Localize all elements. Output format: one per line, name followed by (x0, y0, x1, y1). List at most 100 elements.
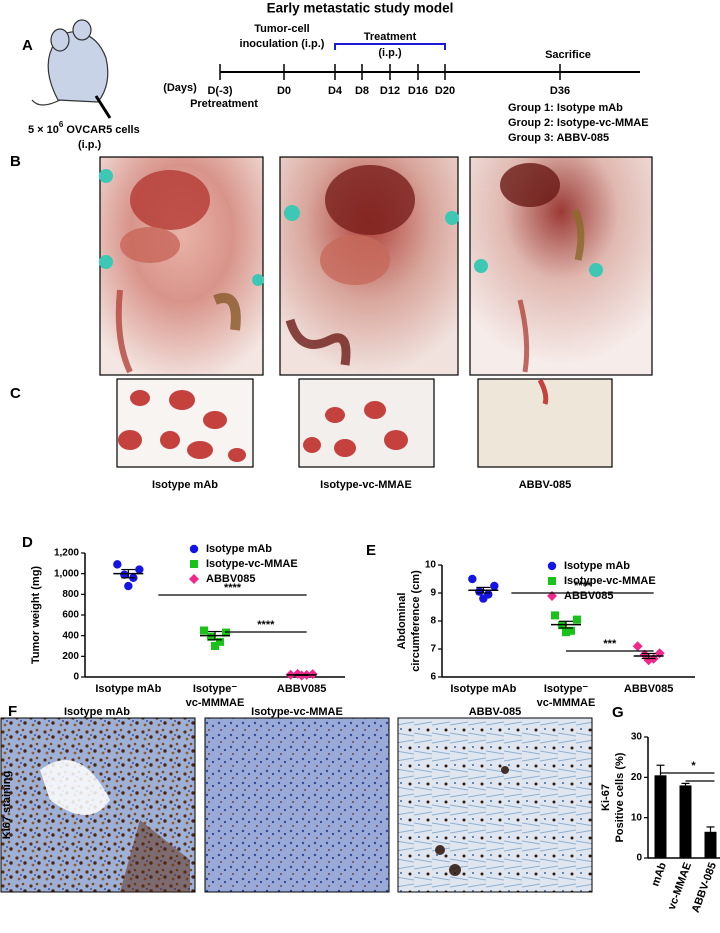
y-axis-label: circumference (cm) (410, 570, 422, 672)
figure-title: Early metastatic study model (267, 1, 454, 16)
bar (704, 831, 717, 858)
y-tick-label: 600 (62, 610, 79, 621)
panel-label: B (10, 153, 21, 170)
data-point (479, 594, 488, 603)
panel-label: C (10, 385, 21, 402)
cell-count: 5 × 106 OVCAR5 cells (28, 120, 140, 136)
x-tick-label: Isotype mAb (95, 683, 161, 695)
panel-label: F (8, 703, 17, 720)
y-axis-label: Abdominal (396, 593, 408, 650)
histology-label: Isotype mAb (64, 706, 130, 718)
y-tick-label: 30 (631, 732, 643, 743)
timeline-tick-label: D20 (435, 85, 455, 97)
x-tick-label: vc-MMMAE (537, 697, 596, 709)
timeline-event: Sacrifice (545, 49, 591, 61)
legend-marker (189, 574, 199, 584)
significance-label: **** (574, 580, 592, 592)
data-point (135, 565, 144, 574)
clips (99, 169, 603, 286)
timeline-tick-label: D4 (328, 85, 343, 97)
bar (679, 785, 692, 858)
timeline-event: Treatment (364, 31, 417, 43)
histology-label: ABBV-085 (469, 706, 522, 718)
organ-shapes (115, 163, 585, 374)
data-point (632, 641, 643, 652)
timeline-tick-label: D(-3) (207, 85, 232, 97)
data-point (573, 615, 581, 624)
data-point (207, 632, 215, 641)
data-point (562, 628, 570, 637)
treatment-bracket (334, 43, 446, 50)
legend-label: Isotype-vc-MMAE (564, 575, 656, 587)
y-tick-label: 0 (73, 672, 79, 683)
x-tick-label: ABBV085 (277, 683, 327, 695)
bar (654, 775, 667, 858)
y-tick-label: 0 (636, 853, 642, 864)
timeline-ticks: D(-3) D0 D4 D8 D12 D16 D20 D36 (207, 64, 570, 97)
group-label: Group 2: Isotype-vc-MMAE (508, 117, 649, 129)
x-tick-label: vc-MMMAE (186, 697, 245, 709)
x-tick-label: ABBV085 (624, 683, 674, 695)
data-point (216, 637, 224, 646)
x-tick-label: Isotype mAb (450, 683, 516, 695)
timeline-event: Tumor-cell (254, 23, 309, 35)
tumor-photos (116, 378, 613, 468)
legend-label: Isotype-vc-MMAE (206, 558, 298, 570)
data-point (113, 560, 122, 569)
significance-label: * (691, 760, 696, 772)
timeline-event: Pretreatment (190, 98, 258, 110)
data-point (567, 626, 575, 635)
y-tick-label: 20 (631, 772, 643, 783)
group-label: Group 3: ABBV-085 (508, 132, 609, 144)
y-axis-label: Tumor weight (mg) (30, 566, 42, 665)
x-tick-label: ABBV-085 (690, 861, 719, 915)
significance-label: **** (257, 619, 275, 631)
data-point (490, 581, 499, 591)
legend-marker (548, 577, 556, 585)
x-tick-label: Isotype⁻ (193, 683, 238, 695)
tumor-nodules (118, 378, 549, 462)
stain-label: Ki67 staining (1, 771, 13, 839)
mouse-icon (31, 19, 112, 119)
legend-marker (189, 544, 199, 554)
data-point (211, 642, 219, 650)
x-tick-label: mAb (649, 861, 669, 888)
y-tick-label: 9 (430, 588, 436, 599)
data-point (124, 581, 133, 591)
legend-label: Isotype mAb (564, 560, 630, 572)
y-tick-label: 8 (430, 616, 436, 627)
y-tick-label: 800 (62, 589, 79, 600)
data-point (551, 611, 559, 620)
data-point (200, 626, 208, 635)
y-tick-label: 7 (430, 644, 436, 655)
timeline-tick-label: D8 (355, 85, 369, 97)
data-point (643, 655, 654, 666)
y-axis-label: Ki-67 (600, 784, 612, 811)
legend-label: ABBV085 (206, 573, 256, 585)
timeline-tick-label: D0 (277, 85, 291, 97)
panel-label: G (612, 704, 624, 721)
data-point (468, 574, 477, 584)
data-point (307, 669, 318, 680)
legend-label: Isotype mAb (206, 543, 272, 555)
data-point (120, 570, 129, 579)
y-tick-label: 1,000 (54, 568, 79, 579)
timeline-event: (i.p.) (378, 47, 402, 59)
histology-features (40, 760, 509, 892)
y-tick-label: 1,200 (54, 548, 79, 559)
panel-label: D (22, 534, 33, 551)
group-label: Group 1: Isotype mAb (508, 102, 623, 114)
legend-marker (190, 560, 198, 568)
histology-label: Isotype-vc-MMAE (251, 706, 343, 718)
panel-label: E (366, 542, 376, 559)
timeline-tick-label: D36 (550, 85, 570, 97)
x-tick-label: Isotype⁻ (544, 683, 589, 695)
timeline-tick-label: D12 (380, 85, 400, 97)
y-tick-label: 6 (430, 672, 436, 683)
y-axis-label: Positive cells (%) (614, 752, 626, 842)
y-tick-label: 10 (631, 812, 643, 823)
y-tick-label: 10 (425, 560, 437, 571)
days-label: (Days) (163, 82, 197, 94)
significance-label: **** (224, 582, 242, 594)
